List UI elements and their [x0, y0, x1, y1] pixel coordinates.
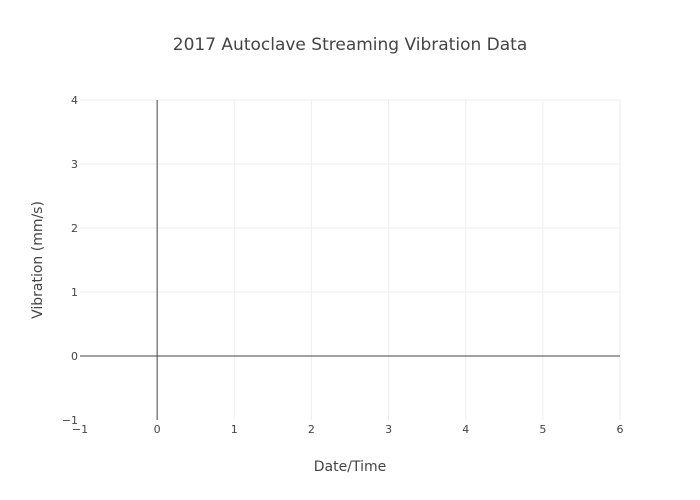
- x-tick-label: −1: [72, 423, 88, 436]
- y-tick-label: −1: [62, 414, 78, 427]
- x-tick-label: 1: [231, 423, 238, 436]
- y-axis-title: Vibration (mm/s): [30, 201, 46, 319]
- gridlines: [80, 99, 621, 420]
- y-tick-label: 3: [71, 158, 78, 171]
- x-tick-label: 2: [308, 423, 315, 436]
- x-axis-ticks: −1 0 1 2 3 4 5 6: [72, 423, 624, 436]
- y-tick-label: 0: [71, 350, 78, 363]
- chart-title: 2017 Autoclave Streaming Vibration Data: [173, 35, 528, 55]
- y-axis-ticks: −1 0 1 2 3 4: [62, 94, 78, 427]
- x-axis-title: Date/Time: [314, 459, 386, 475]
- x-tick-label: 5: [539, 423, 546, 436]
- y-tick-label: 4: [71, 94, 78, 107]
- x-tick-label: 4: [462, 423, 469, 436]
- x-tick-label: 0: [154, 423, 161, 436]
- x-tick-label: 3: [385, 423, 392, 436]
- zero-lines: [80, 100, 620, 420]
- y-tick-label: 1: [71, 286, 78, 299]
- x-tick-label: 6: [617, 423, 624, 436]
- y-tick-label: 2: [71, 222, 78, 235]
